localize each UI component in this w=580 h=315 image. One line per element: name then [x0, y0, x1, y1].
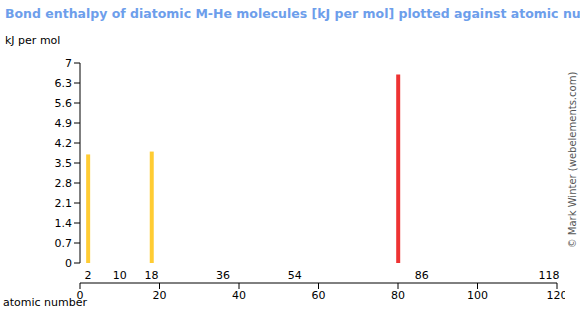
svg-text:80: 80: [391, 289, 405, 302]
svg-text:4.9: 4.9: [55, 117, 73, 130]
svg-text:1.4: 1.4: [55, 217, 73, 230]
svg-text:4.2: 4.2: [55, 137, 73, 150]
svg-text:2: 2: [84, 269, 91, 282]
svg-text:7: 7: [65, 57, 72, 70]
svg-text:40: 40: [232, 289, 246, 302]
svg-text:54: 54: [288, 269, 302, 282]
svg-text:120: 120: [547, 289, 566, 302]
svg-text:118: 118: [539, 269, 560, 282]
svg-text:0: 0: [65, 257, 72, 270]
svg-text:2.1: 2.1: [55, 197, 73, 210]
svg-text:5.6: 5.6: [55, 97, 73, 110]
svg-text:86: 86: [415, 269, 429, 282]
svg-text:0.7: 0.7: [55, 237, 73, 250]
svg-text:2.8: 2.8: [55, 177, 73, 190]
svg-text:60: 60: [312, 289, 326, 302]
svg-text:18: 18: [145, 269, 159, 282]
svg-text:20: 20: [153, 289, 167, 302]
svg-text:36: 36: [216, 269, 230, 282]
svg-text:100: 100: [467, 289, 488, 302]
svg-text:10: 10: [113, 269, 127, 282]
svg-text:6.3: 6.3: [55, 77, 73, 90]
svg-text:0: 0: [77, 289, 84, 302]
svg-text:3.5: 3.5: [55, 157, 73, 170]
